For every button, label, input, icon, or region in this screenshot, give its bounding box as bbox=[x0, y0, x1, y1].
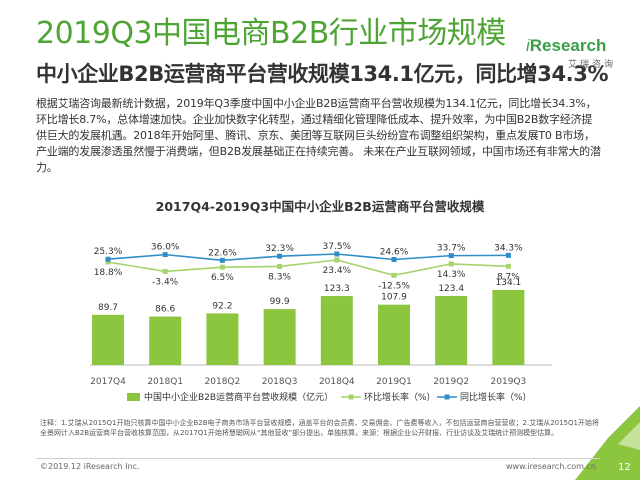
qoq-point-2017Q4 bbox=[105, 259, 111, 265]
bar-2018Q2 bbox=[206, 313, 239, 365]
bar-2019Q1 bbox=[378, 304, 410, 365]
bar-2017Q4 bbox=[92, 314, 124, 365]
x-tick-label-2017Q4: 2017Q4 bbox=[90, 377, 126, 387]
qoq-label-2019Q3: 8.7% bbox=[497, 272, 520, 282]
page-number: 12 bbox=[618, 462, 631, 473]
yoy-point-2019Q2 bbox=[448, 253, 454, 259]
qoq-point-2019Q3 bbox=[505, 263, 511, 269]
bar-label-2018Q2: 92.2 bbox=[212, 301, 232, 311]
qoq-point-2018Q3 bbox=[277, 263, 283, 269]
yoy-point-2018Q4 bbox=[334, 251, 340, 257]
qoq-label-2019Q1: -12.5% bbox=[378, 281, 410, 291]
qoq-point-2019Q2 bbox=[448, 261, 454, 267]
chart-title: 2017Q4-2019Q3中国中小企业B2B运营商平台营收规模 bbox=[155, 199, 485, 214]
bar-label-2018Q4: 123.3 bbox=[324, 284, 350, 294]
logo-subtext: 艾瑞咨询 bbox=[568, 60, 617, 70]
bar-label-2018Q1: 86.6 bbox=[155, 305, 175, 315]
bar-2019Q3 bbox=[492, 290, 525, 365]
yoy-point-2019Q3 bbox=[505, 252, 511, 258]
yoy-label-2018Q1: 36.0% bbox=[151, 243, 180, 253]
qoq-label-2018Q3: 8.3% bbox=[268, 272, 291, 282]
qoq-label-2018Q1: -3.4% bbox=[152, 277, 179, 287]
qoq-label-2018Q2: 6.5% bbox=[211, 273, 234, 283]
yoy-line bbox=[107, 253, 509, 262]
yoy-label-2019Q1: 24.6% bbox=[380, 248, 409, 258]
footer-divider bbox=[36, 458, 600, 459]
yoy-point-2018Q3 bbox=[277, 253, 283, 259]
qoq-label-2019Q2: 14.3% bbox=[437, 270, 466, 280]
bar-2018Q4 bbox=[320, 296, 353, 365]
footer-copyright: ©2019.12 iResearch Inc. bbox=[40, 462, 140, 471]
x-tick-label-2018Q1: 2018Q1 bbox=[147, 377, 183, 387]
x-tick-label-2019Q2: 2019Q2 bbox=[433, 377, 469, 387]
revenue-chart: 89.7 86.6 92.2 99.9 123.3 107.9 123.4 134.1 2017… bbox=[90, 242, 552, 403]
legend-yoy-label: 同比增长率（%） bbox=[460, 391, 532, 403]
bar-label-2018Q3: 99.9 bbox=[270, 297, 290, 307]
bar-2018Q1 bbox=[149, 316, 182, 365]
page-subtitle: 中小企业B2B运营商平台营收规模134.1亿元，同比增34.3% bbox=[36, 62, 609, 86]
page-title: 2019Q3中国电商B2B行业市场规模 bbox=[36, 16, 506, 51]
iresearch-logo: iResearch 艾瑞咨询 bbox=[526, 36, 624, 72]
yoy-label-2019Q2: 33.7% bbox=[437, 244, 466, 254]
footer-website: www.iresearch.com.cn bbox=[506, 462, 596, 471]
bar-label-2019Q1: 107.9 bbox=[381, 293, 407, 303]
chart-notes: 注释：1.艾瑞从2015Q1开始只核算中国中小企业B2B电子商务市场平台营收规模… bbox=[40, 419, 599, 437]
yoy-label-2019Q3: 34.3% bbox=[494, 243, 523, 253]
qoq-line bbox=[107, 259, 509, 277]
bar-label-2019Q2: 123.4 bbox=[438, 284, 464, 294]
qoq-point-2018Q2 bbox=[219, 264, 225, 270]
bar-2018Q3 bbox=[263, 309, 296, 365]
yoy-point-2018Q2 bbox=[219, 257, 225, 263]
yoy-point-2017Q4 bbox=[105, 256, 111, 262]
legend-bar-label: 中国中小企业B2B运营商平台营收规模（亿元） bbox=[144, 391, 333, 403]
legend-qoq-marker bbox=[348, 394, 354, 400]
qoq-point-2018Q4 bbox=[334, 257, 340, 263]
legend-yoy-marker bbox=[444, 394, 450, 400]
x-tick-label-2018Q4: 2018Q4 bbox=[319, 377, 355, 387]
bar-label-2017Q4: 89.7 bbox=[98, 303, 118, 313]
qoq-label-2018Q4: 23.4% bbox=[323, 266, 352, 276]
qoq-label-2017Q4: 18.8% bbox=[94, 268, 123, 278]
bar-2019Q2 bbox=[435, 295, 468, 365]
yoy-point-2019Q1 bbox=[391, 257, 397, 263]
qoq-point-2019Q1 bbox=[391, 272, 397, 278]
legend-qoq-label: 环比增长率（%） bbox=[364, 391, 436, 403]
yoy-label-2017Q4: 25.3% bbox=[94, 247, 123, 257]
yoy-point-2018Q1 bbox=[162, 252, 168, 258]
x-tick-label-2018Q2: 2018Q2 bbox=[205, 377, 241, 387]
bar-label-2019Q3: 134.1 bbox=[496, 278, 522, 288]
x-tick-label-2018Q3: 2018Q3 bbox=[262, 377, 298, 387]
yoy-label-2018Q3: 32.3% bbox=[265, 244, 294, 254]
qoq-point-2018Q1 bbox=[162, 268, 168, 274]
logo-prefix: i bbox=[526, 36, 530, 55]
x-tick-label-2019Q1: 2019Q1 bbox=[376, 377, 412, 387]
yoy-label-2018Q4: 37.5% bbox=[323, 242, 352, 252]
logo-main-text: Research bbox=[529, 36, 607, 55]
summary-paragraph: 根据艾瑞咨询最新统计数据，2019年Q3季度中国中小企业B2B运营商平台营收规模… bbox=[36, 97, 601, 174]
legend-bar-swatch bbox=[127, 393, 140, 401]
x-tick-label-2019Q3: 2019Q3 bbox=[491, 377, 527, 387]
yoy-label-2018Q2: 22.6% bbox=[208, 248, 237, 258]
